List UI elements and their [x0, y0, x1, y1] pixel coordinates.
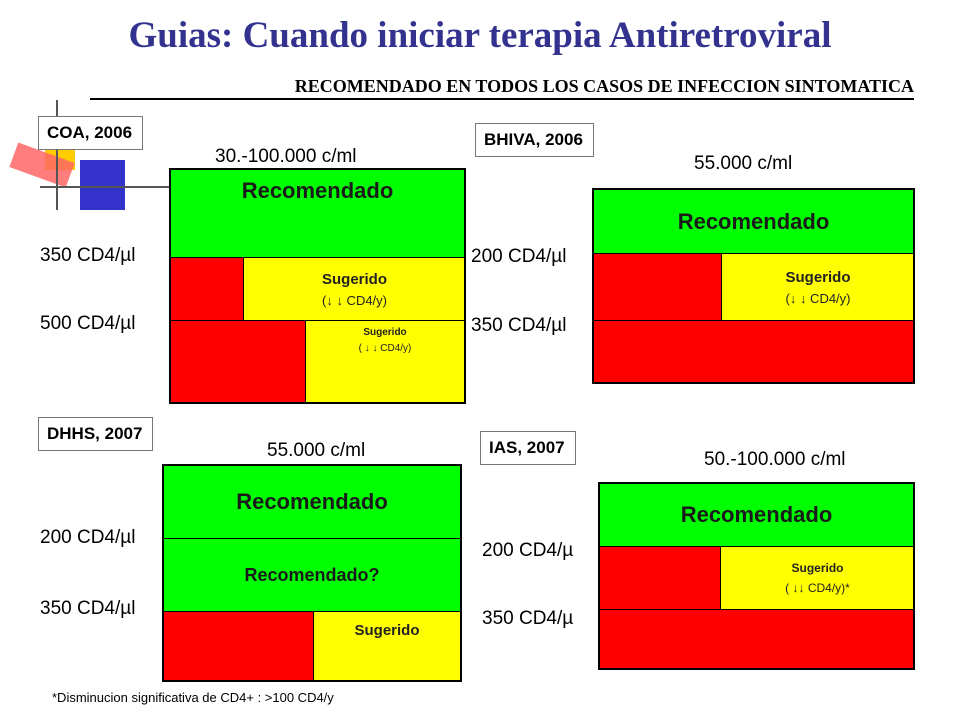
- cd4-threshold-high: 200 CD4/µ: [482, 540, 574, 561]
- viral-load-label: 55.000 c/ml: [694, 153, 793, 174]
- viral-load-label: 55.000 c/ml: [267, 440, 366, 461]
- guideline-tag-dhhs: DHHS, 2007: [38, 417, 154, 451]
- zone-sugerido: Sugerido ( ↓↓ CD4/y)*: [720, 547, 913, 609]
- cd4-threshold-low: 350 CD4/µl: [471, 315, 567, 336]
- zone-sublabel: (↓ ↓ CD4/y): [785, 290, 851, 306]
- cd4-threshold-low: 350 CD4/µ: [482, 608, 574, 629]
- zone-label: Recomendado: [677, 208, 830, 234]
- zone-label: Sugerido: [363, 327, 407, 338]
- zone-recomendado: Recomendado: [171, 170, 464, 257]
- guideline-tag-coa: COA, 2006: [38, 116, 144, 150]
- zone-label: Recomendado: [236, 489, 388, 514]
- zone-sublabel: ( ↓↓ CD4/y)*: [785, 581, 850, 595]
- zone-label: Sugerido: [785, 268, 851, 286]
- zone-label: Sugerido: [321, 270, 387, 288]
- zone-recomendado: Recomendado: [600, 484, 913, 546]
- footnote: *Disminucion significativa de CD4+ : >10…: [52, 690, 334, 705]
- guideline-tag-bhiva: BHIVA, 2006: [475, 123, 594, 157]
- page-title: Guias: Cuando iniciar terapia Antiretrov…: [128, 15, 832, 56]
- cd4-threshold-low: 500 CD4/µl: [40, 313, 136, 334]
- zone-sugerido: Sugerido (↓ ↓ CD4/y): [243, 258, 464, 320]
- zone-sugerido: Sugerido (↓ ↓ CD4/y): [721, 254, 913, 320]
- zone-sugerido-lower: Sugerido ( ↓ ↓ CD4/y): [305, 321, 464, 402]
- zone-label: Recomendado: [680, 502, 833, 527]
- zone-sublabel: ( ↓ ↓ CD4/y): [358, 343, 412, 354]
- viral-load-label: 50.-100.000 c/ml: [704, 449, 846, 470]
- recommendation-grid: Recomendado Recomendado? Sugerido: [162, 464, 462, 682]
- zone-label: Recomendado: [241, 178, 394, 203]
- zone-recomendado: Recomendado: [164, 466, 460, 538]
- zone-recomendado-question: Recomendado?: [164, 539, 460, 611]
- cd4-threshold-high: 350 CD4/µl: [40, 245, 136, 266]
- recommendation-grid: Recomendado Sugerido ( ↓↓ CD4/y)*: [598, 482, 915, 670]
- page-subtitle: RECOMENDADO EN TODOS LOS CASOS DE INFECC…: [90, 76, 914, 100]
- zone-recomendado: Recomendado: [594, 190, 913, 253]
- recommendation-grid: Recomendado Sugerido (↓ ↓ CD4/y) Sugerid…: [169, 168, 466, 404]
- zone-sublabel: (↓ ↓ CD4/y): [322, 292, 387, 308]
- recommendation-grid: Recomendado Sugerido (↓ ↓ CD4/y): [592, 188, 915, 384]
- cd4-threshold-high: 200 CD4/µl: [471, 246, 567, 267]
- zone-sugerido: Sugerido: [313, 612, 460, 680]
- zone-label: Sugerido: [354, 622, 420, 639]
- zone-label: Recomendado?: [244, 564, 380, 585]
- zone-label: Sugerido: [791, 561, 844, 575]
- viral-load-label: 30.-100.000 c/ml: [215, 146, 357, 167]
- guideline-tag-ias: IAS, 2007: [480, 431, 576, 465]
- cd4-threshold-high: 200 CD4/µl: [40, 527, 136, 548]
- cd4-threshold-low: 350 CD4/µl: [40, 598, 136, 619]
